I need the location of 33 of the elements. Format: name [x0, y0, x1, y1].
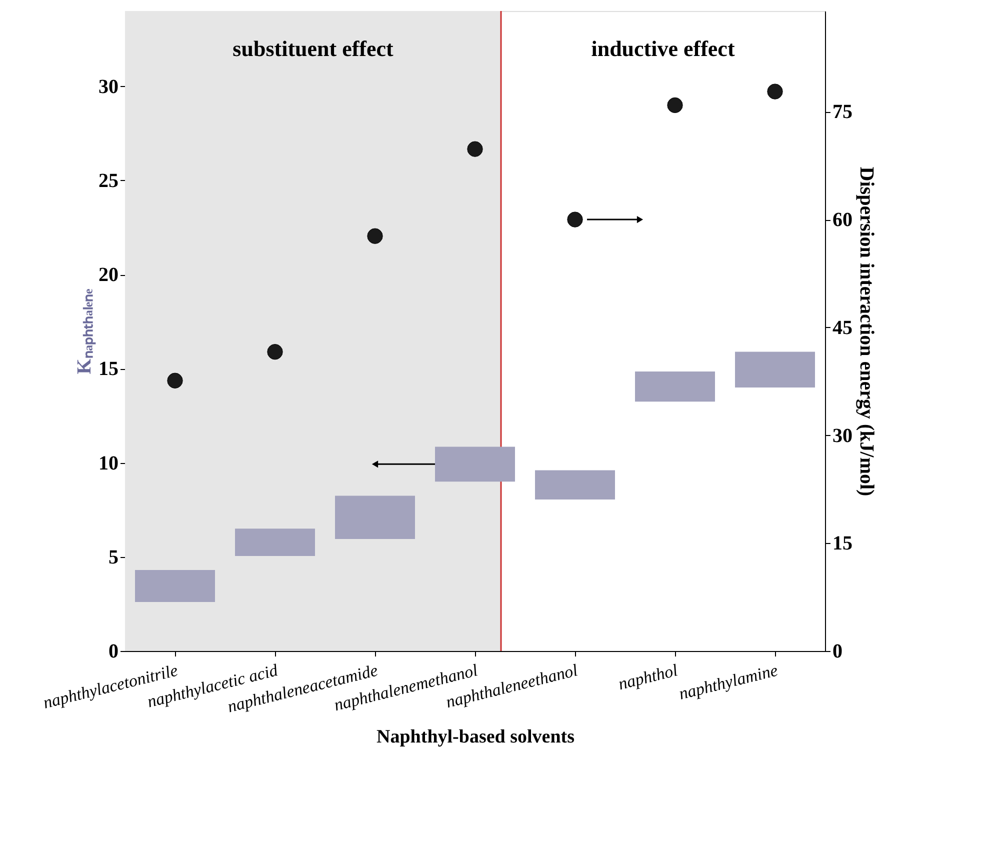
bar [135, 570, 215, 602]
y2-tick-label: 30 [832, 424, 852, 447]
y2-tick-label: 75 [832, 101, 852, 124]
point [467, 141, 483, 157]
bar [335, 496, 415, 539]
point [567, 212, 583, 228]
y2-tick-label: 45 [832, 316, 852, 339]
point [767, 84, 783, 100]
bar [635, 371, 715, 402]
y2-tick-label: 15 [832, 532, 852, 555]
y-tick-label: 5 [108, 546, 118, 568]
y-tick-label: 30 [98, 76, 118, 98]
bar [535, 470, 615, 500]
point [267, 344, 283, 360]
y-tick-label: 0 [108, 640, 118, 662]
y-tick-label: 20 [98, 264, 118, 286]
point [367, 228, 383, 244]
annotation: substituent effect [232, 36, 394, 61]
point [667, 97, 683, 114]
x-tick-label: naphthol [616, 660, 680, 694]
point [167, 372, 183, 388]
annotation: inductive effect [591, 36, 736, 61]
y2-axis-title: Dispersion interaction energy (kJ/mol) [856, 166, 878, 496]
y-tick-label: 25 [98, 170, 118, 192]
y2-tick-label: 0 [832, 640, 842, 662]
bar [235, 528, 315, 556]
y2-tick-label: 60 [832, 209, 852, 232]
bar [435, 446, 515, 482]
bar [735, 352, 815, 388]
y-tick-label: 10 [98, 452, 118, 474]
y-tick-label: 15 [98, 358, 118, 380]
x-axis-title: Naphthyl-based solvents [376, 726, 574, 748]
y-axis-title: Kₙₐₚₕₜₕₐₗₑₙₑ [74, 288, 96, 374]
